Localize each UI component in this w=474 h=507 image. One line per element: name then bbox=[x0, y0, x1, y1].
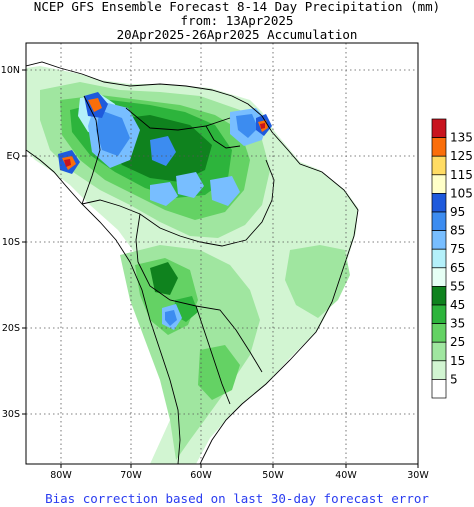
color-legend: 135 125 115 105 95 85 75 65 55 45 35 25 15 5 bbox=[431, 118, 473, 399]
legend-swatch bbox=[431, 286, 447, 306]
lat-label-10n: 10N bbox=[1, 65, 20, 76]
legend-swatch bbox=[431, 379, 447, 399]
legend-label: 85 bbox=[450, 224, 465, 238]
legend-swatch bbox=[431, 155, 447, 176]
lat-label-10s: 10S bbox=[2, 237, 20, 248]
legend-label: 45 bbox=[450, 298, 465, 312]
legend-swatch bbox=[431, 137, 447, 157]
legend-label: 75 bbox=[450, 242, 465, 256]
legend-label: 15 bbox=[450, 354, 465, 368]
map-frame bbox=[25, 42, 419, 465]
legend-swatch bbox=[431, 248, 447, 269]
title-line-3: 20Apr2025-26Apr2025 Accumulation bbox=[116, 27, 358, 42]
title-line-2: from: 13Apr2025 bbox=[180, 13, 294, 28]
footer-note: Bias correction based on last 30-day for… bbox=[45, 491, 429, 506]
title-line-1: NCEP GFS Ensemble Forecast 8-14 Day Prec… bbox=[33, 0, 441, 14]
lon-label-70w: 70W bbox=[120, 470, 142, 481]
legend-label: 135 bbox=[450, 131, 473, 145]
legend-swatch bbox=[431, 193, 447, 213]
legend-swatch bbox=[431, 304, 447, 324]
legend-swatch bbox=[431, 118, 447, 138]
lon-label-80w: 80W bbox=[50, 470, 72, 481]
legend-label: 95 bbox=[450, 205, 465, 219]
legend-swatch bbox=[431, 323, 447, 343]
legend-swatch bbox=[431, 341, 447, 362]
legend-label: 25 bbox=[450, 335, 465, 349]
legend-swatch bbox=[431, 211, 447, 231]
lat-label-30s: 30S bbox=[2, 409, 20, 420]
lon-label-50w: 50W bbox=[262, 470, 284, 481]
legend-label: 5 bbox=[450, 372, 458, 386]
legend-label: 55 bbox=[450, 279, 465, 293]
legend-label: 35 bbox=[450, 317, 465, 331]
legend-label: 105 bbox=[450, 186, 473, 200]
precip-field bbox=[26, 66, 358, 464]
legend-label: 65 bbox=[450, 261, 465, 275]
legend-label: 115 bbox=[450, 168, 473, 182]
legend-swatch bbox=[431, 360, 447, 380]
legend-swatch bbox=[431, 174, 447, 194]
legend-swatch bbox=[431, 230, 447, 250]
lat-label-20s: 20S bbox=[2, 323, 20, 334]
lon-label-30w: 30W bbox=[407, 470, 429, 481]
legend-swatch bbox=[431, 267, 447, 287]
lon-label-60w: 60W bbox=[190, 470, 212, 481]
legend-label: 125 bbox=[450, 149, 473, 163]
axis-ticks bbox=[22, 69, 419, 468]
lat-label-eq: EQ bbox=[7, 151, 20, 162]
lon-label-40w: 40W bbox=[335, 470, 357, 481]
coastlines bbox=[26, 61, 359, 464]
